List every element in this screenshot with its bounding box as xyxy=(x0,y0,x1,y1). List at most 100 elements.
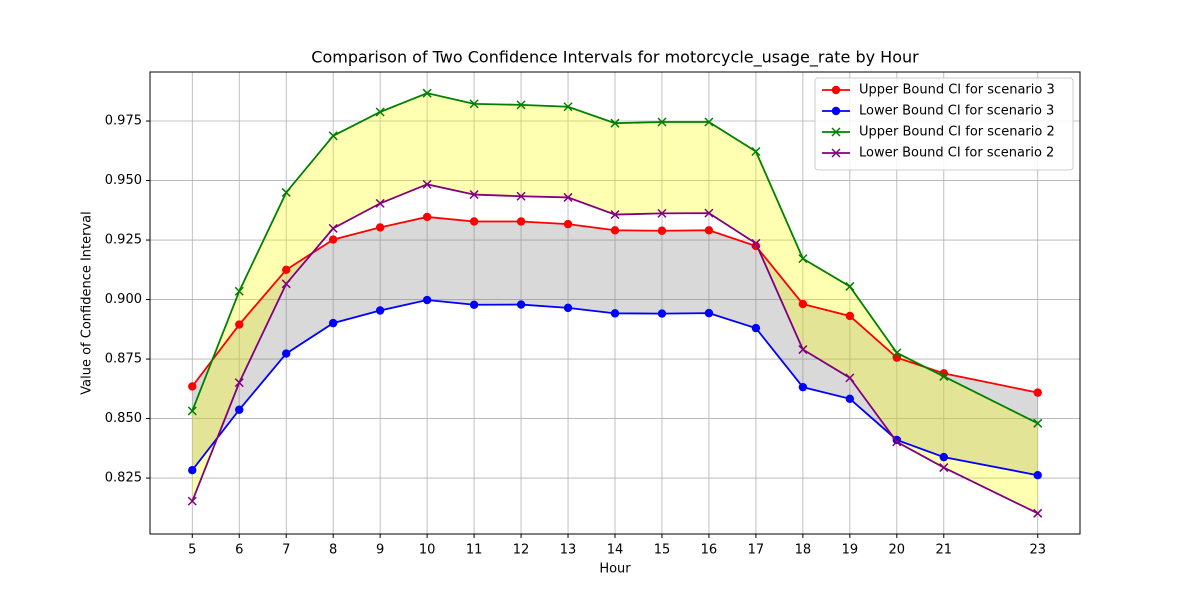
point xyxy=(751,146,761,157)
point xyxy=(798,382,808,392)
x-tick-label: 11 xyxy=(466,543,483,558)
legend-marker xyxy=(831,106,841,116)
point xyxy=(610,118,620,128)
point xyxy=(610,226,620,235)
y-tick-label: 0.825 xyxy=(105,471,142,486)
legend-label: Lower Bound CI for scenario 2 xyxy=(859,146,1054,161)
point xyxy=(234,286,244,296)
point xyxy=(939,371,949,381)
point xyxy=(563,219,573,229)
point xyxy=(939,463,949,473)
point xyxy=(422,88,432,98)
legend-label: Upper Bound CI for scenario 3 xyxy=(859,83,1055,98)
point xyxy=(845,373,855,383)
point xyxy=(939,452,948,462)
point xyxy=(234,378,244,388)
x-tick-label: 6 xyxy=(235,543,243,558)
point xyxy=(704,117,714,127)
x-tick-label: 13 xyxy=(560,543,577,558)
point xyxy=(235,320,244,329)
point xyxy=(375,223,385,232)
point xyxy=(657,226,667,235)
x-tick-label: 12 xyxy=(513,543,530,558)
series-line xyxy=(191,92,1039,425)
point xyxy=(235,405,244,414)
x-tick-label: 14 xyxy=(607,543,624,558)
point xyxy=(845,311,855,321)
legend-marker xyxy=(831,85,841,95)
y-tick-label: 0.925 xyxy=(105,233,142,248)
point xyxy=(281,279,291,289)
point xyxy=(516,300,526,309)
point xyxy=(422,212,432,222)
x-tick-label: 9 xyxy=(376,543,384,558)
point xyxy=(657,208,667,218)
point xyxy=(282,265,291,274)
y-tick-label: 0.975 xyxy=(105,114,142,129)
point xyxy=(704,226,714,235)
x-tick-label: 21 xyxy=(936,543,953,558)
point xyxy=(188,382,197,391)
point xyxy=(892,437,902,447)
x-tick-label: 8 xyxy=(329,543,337,558)
point xyxy=(281,187,291,197)
point xyxy=(469,190,479,200)
point xyxy=(798,299,808,309)
point xyxy=(657,117,667,127)
y-tick-label: 0.950 xyxy=(105,173,142,188)
point xyxy=(610,210,620,220)
point xyxy=(188,466,197,475)
x-tick-label: 23 xyxy=(1029,543,1046,558)
point xyxy=(798,254,808,264)
x-tick-label: 7 xyxy=(282,543,290,558)
point xyxy=(751,323,761,333)
point xyxy=(375,107,385,117)
point xyxy=(422,179,432,189)
legend-marker xyxy=(831,148,841,158)
x-tick-label: 19 xyxy=(842,543,859,558)
y-tick-label: 0.900 xyxy=(105,292,142,307)
point xyxy=(328,223,338,233)
point xyxy=(469,217,479,226)
chart-title: Comparison of Two Confidence Intervals f… xyxy=(311,48,919,68)
confidence-band xyxy=(192,216,1038,476)
point xyxy=(282,349,291,358)
y-tick-label: 0.850 xyxy=(105,411,142,426)
point xyxy=(328,318,338,328)
x-tick-label: 20 xyxy=(889,543,906,558)
point xyxy=(516,191,526,201)
point xyxy=(845,281,855,291)
point xyxy=(469,300,479,309)
y-axis-label: Value of Confidence Interval xyxy=(80,211,95,395)
point xyxy=(1033,418,1043,428)
point xyxy=(657,309,667,318)
point xyxy=(469,99,479,109)
point xyxy=(375,306,385,315)
point xyxy=(328,131,338,141)
point xyxy=(563,303,573,313)
plot-frame xyxy=(149,71,1081,535)
point xyxy=(704,308,714,318)
point xyxy=(328,235,338,244)
y-tick-label: 0.875 xyxy=(105,352,142,367)
point xyxy=(422,295,432,305)
point xyxy=(1033,388,1042,397)
point xyxy=(375,198,385,208)
point xyxy=(845,394,855,404)
point xyxy=(1033,471,1042,480)
point xyxy=(563,102,573,112)
legend-label: Lower Bound CI for scenario 3 xyxy=(859,104,1054,119)
point xyxy=(892,348,902,358)
x-axis-label: Hour xyxy=(599,562,631,577)
legend-marker xyxy=(831,127,841,137)
point xyxy=(798,345,808,355)
point xyxy=(1033,508,1043,518)
series-line xyxy=(191,216,1038,394)
point xyxy=(187,496,197,506)
legend-box xyxy=(814,77,1074,171)
x-tick-label: 15 xyxy=(654,543,671,558)
point xyxy=(704,208,714,218)
series-line xyxy=(191,299,1038,477)
x-tick-label: 10 xyxy=(419,543,436,558)
